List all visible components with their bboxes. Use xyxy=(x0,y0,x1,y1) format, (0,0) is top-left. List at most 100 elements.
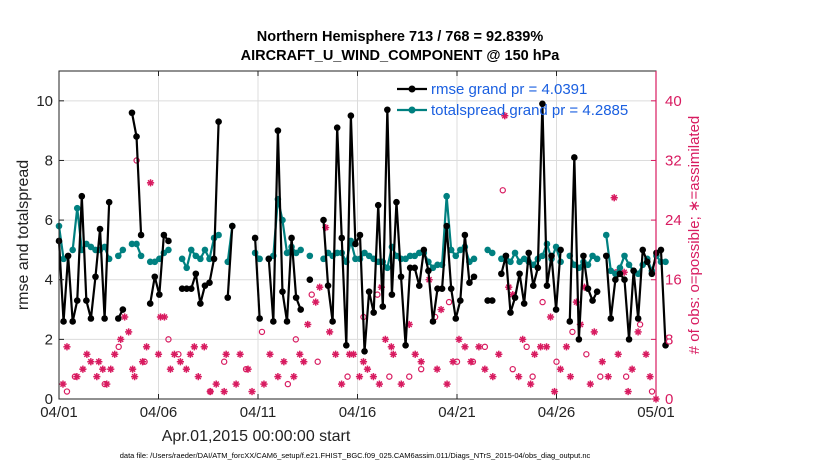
rmse-point xyxy=(92,273,99,281)
obs-possible-point xyxy=(406,373,413,380)
rmse-point xyxy=(206,279,213,287)
rmse-point xyxy=(411,264,419,272)
obs-assimilated-point xyxy=(244,365,252,373)
rmse-point xyxy=(270,318,277,325)
rmse-point xyxy=(452,315,460,322)
obs-assimilated-stroke xyxy=(183,366,190,373)
rmse-point xyxy=(593,288,601,295)
totalspread-point xyxy=(133,240,140,248)
rmse-point xyxy=(87,315,95,322)
obs-assimilated-point xyxy=(443,380,451,388)
y2-tick-label: 40 xyxy=(665,93,682,110)
obs-assimilated-point xyxy=(495,350,503,358)
totalspread-point xyxy=(452,252,460,260)
rmse-point xyxy=(520,300,528,307)
obs-assimilated-stroke xyxy=(59,381,67,388)
rmse-point xyxy=(114,315,122,322)
obs-assimilated-point xyxy=(266,350,274,358)
obs-assimilated-stroke xyxy=(244,366,252,373)
rmse-point xyxy=(443,222,450,230)
obs-assimilated-stroke xyxy=(87,358,94,365)
y2-tick-label: 0 xyxy=(665,391,673,408)
rmse-point xyxy=(507,309,514,316)
obs-assimilated-point xyxy=(182,365,190,373)
rmse-point xyxy=(502,252,510,260)
obs-assimilated-point xyxy=(387,343,395,351)
obs-assimilated-stroke xyxy=(139,358,146,365)
obs-assimilated-stroke xyxy=(537,343,544,350)
rmse-point xyxy=(320,216,327,224)
obs-assimilated-stroke xyxy=(83,351,90,358)
obs-assimilated-point xyxy=(326,328,334,336)
obs-assimilated-stroke xyxy=(551,388,558,395)
obs-assimilated-point xyxy=(95,358,103,366)
obs-assimilated-stroke xyxy=(274,373,281,380)
obs-possible-point xyxy=(553,358,560,365)
x-tick-label: 04/26 xyxy=(538,404,576,421)
rmse-point xyxy=(329,318,336,325)
obs-assimilated-stroke xyxy=(161,313,168,321)
obs-assimilated-point xyxy=(190,343,198,351)
rmse-point xyxy=(552,306,560,313)
rmse-point xyxy=(160,231,168,239)
obs-assimilated-stroke xyxy=(103,381,110,388)
obs-assimilated-point xyxy=(274,373,282,381)
obs-assimilated-point xyxy=(566,373,575,381)
rmse-point xyxy=(60,318,67,325)
legend-rmse-marker xyxy=(408,85,416,93)
rmse-point xyxy=(224,294,232,301)
rmse-line xyxy=(267,129,302,323)
totalspread-point xyxy=(69,246,76,254)
totalspread-point xyxy=(283,249,291,257)
legend-spread-marker xyxy=(408,106,416,114)
rmse-point xyxy=(539,100,546,108)
obs-assimilated-stroke xyxy=(296,351,303,358)
obs-assimilated-stroke xyxy=(547,313,554,321)
obs-assimilated-point xyxy=(129,365,137,373)
totalspread-point xyxy=(443,192,450,200)
obs-assimilated-point xyxy=(614,350,622,358)
rmse-point xyxy=(256,315,263,322)
obs-assimilated-point xyxy=(79,365,87,373)
rmse-point xyxy=(534,264,542,272)
obs-assimilated-point xyxy=(449,358,457,366)
obs-assimilated-point xyxy=(519,335,527,343)
totalspread-point xyxy=(406,252,414,260)
obs-assimilated-point xyxy=(160,313,169,321)
y-tick-label: 2 xyxy=(45,331,53,348)
rmse-point xyxy=(83,297,90,304)
chart-title-line1: Northern Hemisphere 713 / 768 = 92.839% xyxy=(257,29,544,45)
obs-assimilated-point xyxy=(138,358,147,366)
obs-assimilated-stroke xyxy=(171,351,178,358)
rmse-point xyxy=(662,342,669,349)
obs-assimilated-stroke xyxy=(390,351,397,358)
obs-assimilated-point xyxy=(83,350,91,358)
obs-assimilated-stroke xyxy=(646,373,654,380)
obs-possible-point xyxy=(529,373,536,380)
y-tick-label: 4 xyxy=(45,272,53,289)
rmse-point xyxy=(543,282,551,289)
obs-assimilated-stroke xyxy=(223,351,230,358)
obs-assimilated-stroke xyxy=(567,373,574,380)
obs-assimilated-stroke xyxy=(99,366,106,373)
obs-assimilated-stroke xyxy=(563,343,570,350)
totalspread-point xyxy=(352,255,359,263)
obs-assimilated-stroke xyxy=(207,388,214,395)
obs-assimilated-stroke xyxy=(73,373,80,380)
rmse-point xyxy=(584,285,592,292)
obs-assimilated-point xyxy=(63,343,71,351)
totalspread-point xyxy=(178,255,186,263)
obs-assimilated-stroke xyxy=(557,366,564,373)
rmse-point xyxy=(484,297,491,304)
obs-assimilated-point xyxy=(369,373,378,381)
y2-tick-label: 24 xyxy=(665,212,682,229)
obs-assimilated-stroke xyxy=(467,358,474,365)
obs-possible-point xyxy=(344,373,351,380)
totalspread-point xyxy=(114,252,122,260)
obs-assimilated-stroke xyxy=(326,328,333,335)
obs-assimilated-point xyxy=(590,328,598,336)
obs-assimilated-point xyxy=(206,387,214,396)
obs-assimilated-stroke xyxy=(187,351,194,358)
y2-axis-label: # of obs: o=possible; ∗=assimilated xyxy=(686,116,703,355)
obs-assimilated-stroke xyxy=(93,373,100,380)
